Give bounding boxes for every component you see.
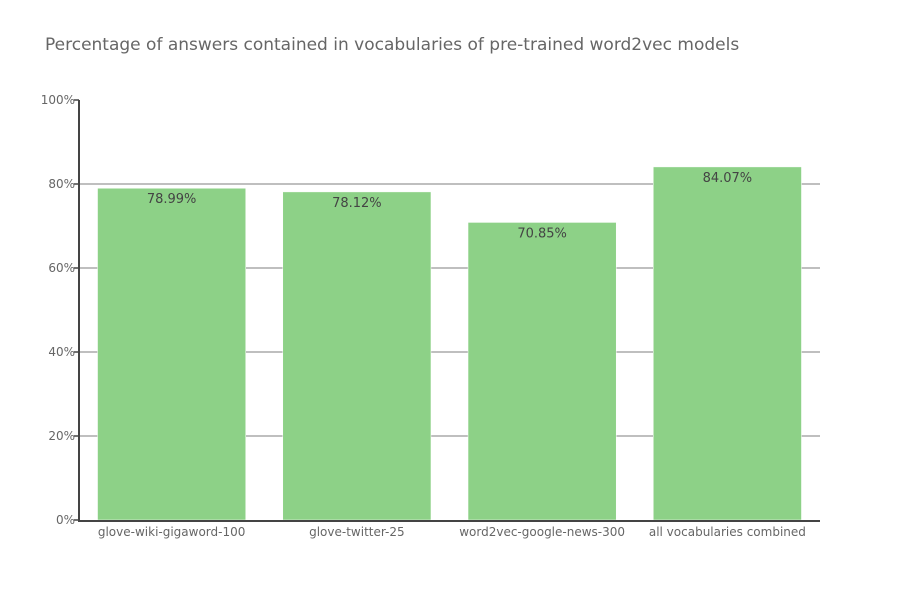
data-label: 84.07%	[703, 171, 753, 186]
y-tick-label: 40%	[48, 345, 75, 359]
axes	[78, 100, 820, 522]
data-label: 78.12%	[332, 196, 382, 211]
x-tick-label: glove-twitter-25	[309, 525, 405, 539]
bar	[97, 187, 246, 521]
chart-title: Percentage of answers contained in vocab…	[45, 35, 739, 55]
y-tick-label: 20%	[48, 429, 75, 443]
bar	[653, 166, 802, 521]
bar	[467, 222, 617, 521]
data-labels: 78.99% 78.12% 70.85% 84.07%	[147, 171, 752, 242]
bars	[97, 166, 802, 521]
x-tick-label: glove-wiki-gigaword-100	[98, 525, 246, 539]
x-tick-labels: glove-wiki-gigaword-100 glove-twitter-25 w…	[98, 525, 806, 539]
y-tick-label: 0%	[56, 513, 75, 527]
data-label: 78.99%	[147, 192, 197, 207]
bar	[282, 191, 432, 521]
x-tick-label: all vocabularies combined	[649, 525, 806, 539]
y-tick-label: 60%	[48, 261, 75, 275]
y-tick-label: 100%	[41, 93, 75, 107]
x-tick-label: word2vec-google-news-300	[459, 525, 625, 539]
y-tick-labels: 0% 20% 40% 60% 80% 100%	[41, 93, 79, 527]
y-tick-label: 80%	[48, 177, 75, 191]
data-label: 70.85%	[517, 226, 567, 241]
